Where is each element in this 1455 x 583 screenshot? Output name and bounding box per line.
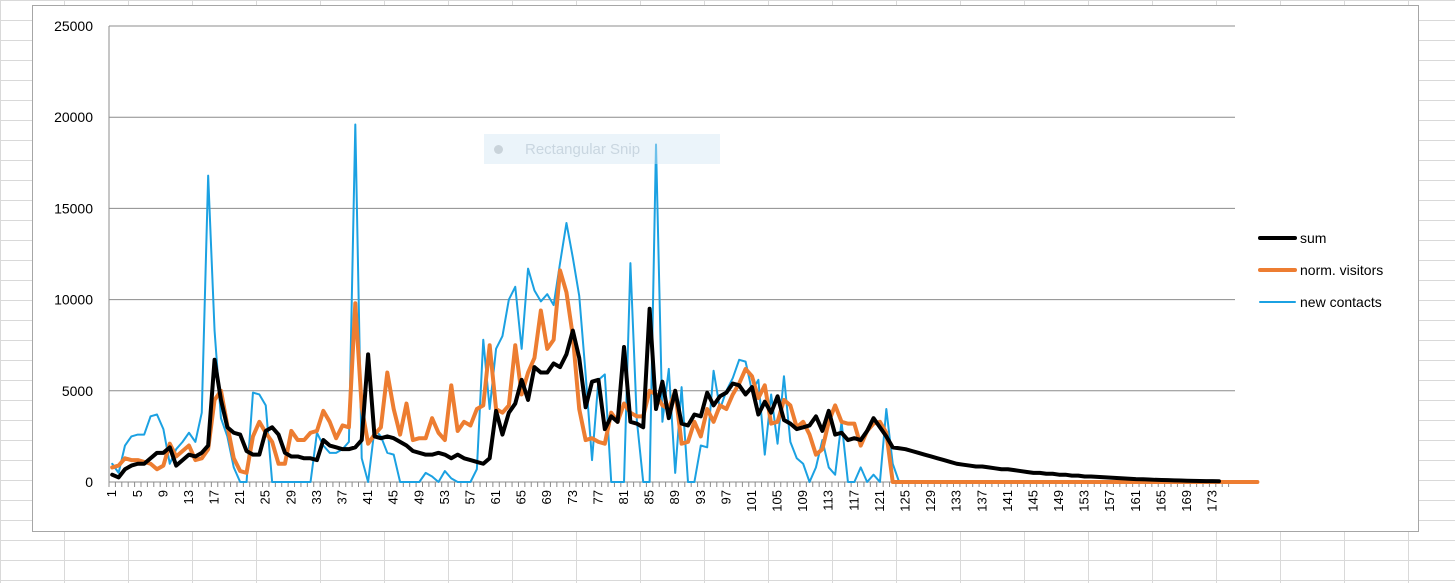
y-tick-label: 25000 <box>54 18 93 34</box>
x-tick-label: 149 <box>1051 490 1066 512</box>
x-tick-label: 141 <box>1000 490 1015 512</box>
x-tick-label: 61 <box>488 490 503 504</box>
x-tick-label: 93 <box>693 490 708 504</box>
x-tick-label: 97 <box>718 490 733 504</box>
x-tick-label: 169 <box>1179 490 1194 512</box>
x-tick-label: 53 <box>437 490 452 504</box>
x-tick-label: 153 <box>1077 490 1092 512</box>
x-tick-label: 17 <box>207 490 222 504</box>
x-tick-label: 9 <box>155 490 170 497</box>
x-tick-label: 125 <box>898 490 913 512</box>
x-tick-label: 25 <box>258 490 273 504</box>
x-tick-label: 165 <box>1153 490 1168 512</box>
x-tick-label: 73 <box>565 490 580 504</box>
x-tick-label: 89 <box>667 490 682 504</box>
x-tick-label: 85 <box>642 490 657 504</box>
y-tick-label: 0 <box>85 474 93 490</box>
x-tick-label: 49 <box>411 490 426 504</box>
x-tick-label: 45 <box>386 490 401 504</box>
legend-label-1: norm. visitors <box>1300 262 1383 278</box>
x-tick-label: 173 <box>1205 490 1220 512</box>
x-tick-label: 65 <box>514 490 529 504</box>
x-tick-label: 145 <box>1025 490 1040 512</box>
x-tick-label: 133 <box>949 490 964 512</box>
snip-tooltip-label: Rectangular Snip <box>525 140 641 158</box>
x-tick-label: 157 <box>1102 490 1117 512</box>
x-tick-label: 109 <box>795 490 810 512</box>
x-tick-label: 33 <box>309 490 324 504</box>
series-line-1 <box>110 268 1260 484</box>
snip-tooltip: Rectangular Snip <box>484 134 720 164</box>
y-tick-label: 20000 <box>54 109 93 125</box>
x-tick-label: 161 <box>1128 490 1143 512</box>
chart-area: 0 5000 10000 15000 20000 25000 1 5 9 13 17 21 25 29 33… <box>32 5 1419 532</box>
x-tick-label: 117 <box>846 490 861 511</box>
snip-dot-icon <box>494 144 503 154</box>
x-tick-label: 41 <box>360 490 375 504</box>
x-tick-label: 37 <box>335 490 350 504</box>
x-tick-label: 137 <box>974 490 989 512</box>
x-tick-label: 113 <box>821 490 836 511</box>
x-tick-label: 77 <box>590 490 605 504</box>
y-tick-label: 15000 <box>54 200 93 216</box>
x-tick-label: 57 <box>462 490 477 504</box>
x-tick-label: 121 <box>872 490 887 512</box>
series-line-2 <box>111 123 1259 483</box>
series-line-0 <box>110 306 1222 484</box>
y-tick-label: 10000 <box>54 292 93 308</box>
x-tick-label: 21 <box>232 490 247 504</box>
x-tick-label: 105 <box>770 490 785 512</box>
line-chart: 0 5000 10000 15000 20000 25000 1 5 9 13 17 21 25 29 33… <box>54 18 1383 512</box>
legend-label-2: new contacts <box>1300 294 1382 310</box>
x-tick-label: 13 <box>181 490 196 504</box>
y-tick-label: 5000 <box>62 383 93 399</box>
legend-label-0: sum <box>1300 230 1326 246</box>
x-tick-label: 5 <box>130 490 145 497</box>
x-tick-label: 101 <box>744 490 759 512</box>
x-tick-label: 1 <box>104 490 119 497</box>
x-tick-label: 129 <box>923 490 938 512</box>
x-tick-label: 81 <box>616 490 631 504</box>
x-tick-label: 69 <box>539 490 554 504</box>
x-tick-label: 29 <box>283 490 298 504</box>
